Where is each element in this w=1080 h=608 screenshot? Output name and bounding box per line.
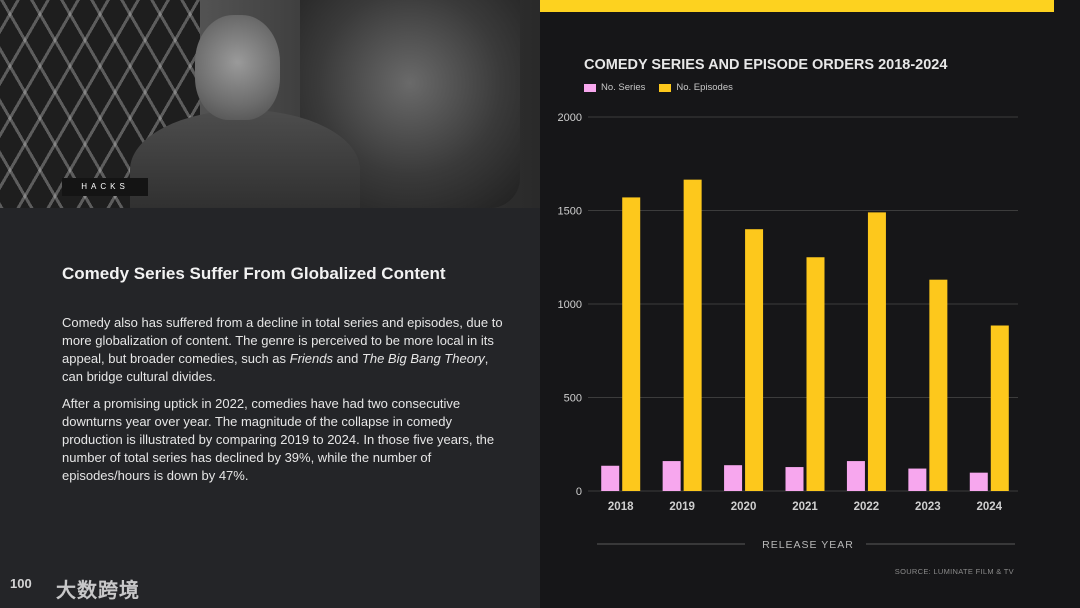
paragraph-1-run: , can bridge cultural divides. xyxy=(62,351,489,384)
legend-label-episodes: No. Episodes xyxy=(676,82,733,93)
y-tick-label: 1500 xyxy=(558,206,582,218)
x-tick-label: 2019 xyxy=(669,501,695,513)
person-figure-body xyxy=(130,110,360,208)
watermark-logo-icon: 100 xyxy=(10,576,32,591)
person-figure-head xyxy=(195,15,280,120)
paragraph-1-run: and xyxy=(333,351,362,366)
chart-title: COMEDY SERIES AND EPISODE ORDERS 2018-20… xyxy=(584,57,948,73)
paragraph-1-run: The Big Bang Theory xyxy=(361,351,485,366)
y-tick-label: 500 xyxy=(564,393,582,405)
paragraph-1-run: Comedy also has suffered from a decline … xyxy=(62,315,503,366)
x-tick-label: 2023 xyxy=(915,501,941,513)
text-panel xyxy=(0,208,540,608)
show-tag: HACKS xyxy=(62,178,148,196)
section-heading: Comedy Series Suffer From Globalized Con… xyxy=(62,264,446,283)
bar-series-2022 xyxy=(846,461,865,491)
x-axis-title: RELEASE YEAR xyxy=(762,539,854,551)
legend-swatch-episodes xyxy=(659,83,672,92)
bar-episodes-2018 xyxy=(622,197,641,491)
chart-legend: No. Series No. Episodes xyxy=(584,82,733,93)
bar-series-2018 xyxy=(601,465,620,491)
x-tick-label: 2020 xyxy=(731,501,757,513)
bar-episodes-2019 xyxy=(683,179,702,491)
x-tick-label: 2024 xyxy=(976,501,1002,513)
legend-label-series: No. Series xyxy=(601,82,646,93)
legend-swatch-series xyxy=(584,83,596,92)
bar-episodes-2023 xyxy=(929,279,948,491)
bar-episodes-2021 xyxy=(806,257,825,491)
y-tick-label: 1000 xyxy=(558,299,582,311)
y-tick-label: 2000 xyxy=(558,112,582,124)
source-note: SOURCE: LUMINATE FILM & TV xyxy=(894,567,1014,576)
watermark-text: 大数跨境 xyxy=(56,579,140,602)
paragraph-1: Comedy also has suffered from a decline … xyxy=(62,314,508,386)
y-tick-label: 0 xyxy=(576,486,582,498)
bar-series-2020 xyxy=(724,465,743,491)
x-tick-label: 2021 xyxy=(792,501,818,513)
paragraph-1-run: Friends xyxy=(289,351,333,366)
legend-item-episodes: No. Episodes xyxy=(659,82,733,93)
hero-photo xyxy=(0,0,540,208)
x-tick-label: 2022 xyxy=(854,501,880,513)
bar-series-2021 xyxy=(785,467,804,491)
bar-series-2023 xyxy=(908,468,927,491)
paragraph-2: After a promising uptick in 2022, comedi… xyxy=(62,396,495,483)
bar-chart: 0 500 1000 1500 2000 2018 2019 2020 2021 2022 2023… xyxy=(558,112,1018,551)
bar-series-2024 xyxy=(969,472,988,491)
bar-episodes-2020 xyxy=(745,229,764,491)
bar-series-2019 xyxy=(662,461,681,491)
bar-episodes-2024 xyxy=(990,325,1009,491)
x-tick-label: 2018 xyxy=(608,501,634,513)
watermark: 100 大数跨境 xyxy=(10,574,140,602)
bar-episodes-2022 xyxy=(867,212,886,491)
legend-item-series: No. Series xyxy=(584,82,645,93)
